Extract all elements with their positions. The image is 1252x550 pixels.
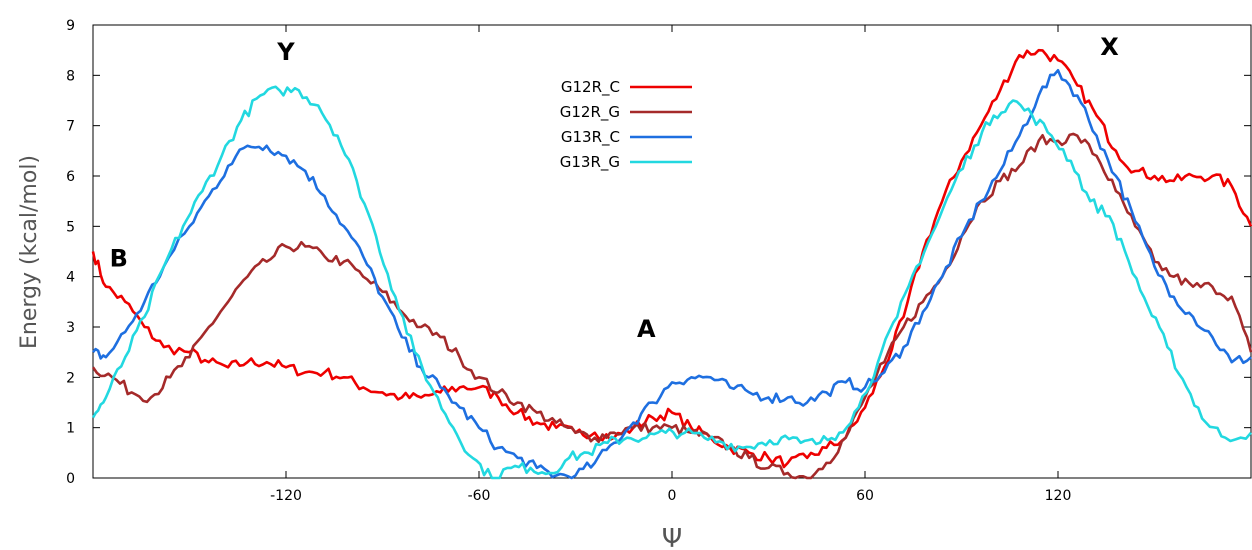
x-tick-label: 0 <box>668 488 677 504</box>
y-tick-label: 2 <box>66 370 75 386</box>
x-tick-label: 60 <box>856 488 874 504</box>
series-line-g13r-c <box>92 69 1252 480</box>
y-tick-label: 7 <box>66 119 75 135</box>
legend-label: G13R_G <box>560 153 620 172</box>
y-tick-label: 9 <box>66 18 75 34</box>
y-axis-label: Energy (kcal/mol) <box>17 155 42 349</box>
series-line-g12r-g <box>91 132 1252 480</box>
y-tick-label: 5 <box>66 219 75 235</box>
annotations: Y X B A <box>110 33 1120 343</box>
legend-label: G13R_C <box>561 128 620 147</box>
y-tick-label: 6 <box>66 169 75 185</box>
legend: G12R_C G12R_G G13R_C G13R_G <box>560 78 692 172</box>
x-tick-label: -120 <box>270 488 302 504</box>
annotation-label: X <box>1100 33 1119 61</box>
y-tick-label: 4 <box>66 270 75 286</box>
y-tick-label: 8 <box>66 68 75 84</box>
legend-label: G12R_C <box>561 78 620 97</box>
y-axis-ticks: 0 1 2 3 4 5 6 7 8 9 <box>66 18 1251 487</box>
plot-border <box>92 24 1252 479</box>
x-axis-ticks: -120 -60 0 60 120 <box>270 25 1071 504</box>
plot-frame <box>92 24 1252 479</box>
annotation-label: B <box>110 245 128 273</box>
legend-label: G12R_G <box>560 103 620 122</box>
x-tick-label: -60 <box>468 488 491 504</box>
annotation-label: Y <box>276 38 295 66</box>
x-axis-label: Ψ <box>662 524 682 550</box>
series-lines <box>91 48 1252 480</box>
annotation-label: A <box>637 315 656 343</box>
series-line-g13r-g <box>91 85 1252 480</box>
x-tick-label: 120 <box>1045 488 1072 504</box>
y-tick-label: 0 <box>66 471 75 487</box>
y-tick-label: 3 <box>66 320 75 336</box>
y-tick-label: 1 <box>66 421 75 437</box>
series-line-g12r-c <box>91 48 1252 469</box>
